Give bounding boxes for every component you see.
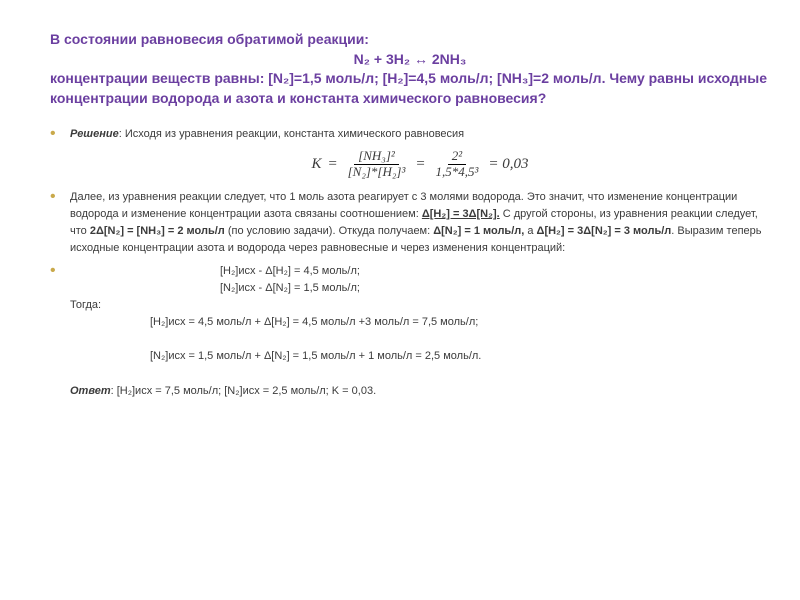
answer-label: Ответ	[70, 385, 111, 397]
title-line2: концентрации веществ равны: [N₂]=1,5 мол…	[50, 70, 767, 106]
problem-title: В состоянии равновесия обратимой реакции…	[50, 30, 770, 108]
calc-line-3: [H₂]исх = 4,5 моль/л + Δ[H₂] = 4,5 моль/…	[70, 314, 770, 331]
frac1-den: [N₂]*[H₂]³	[344, 165, 410, 179]
solution-label: Решение	[70, 128, 119, 140]
equals-sign: =	[415, 153, 425, 176]
calculation-block: [H₂]исх - Δ[H₂] = 4,5 моль/л; [N₂]исх - …	[50, 263, 770, 399]
equilibrium-formula: K = [NH₃]² [N₂]*[H₂]³ = 2² 1,5*4,5³ = 0,…	[70, 149, 770, 179]
frac1-num: [NH₃]²	[354, 149, 399, 164]
title-line1: В состоянии равновесия обратимой реакции…	[50, 31, 369, 47]
frac2-num: 2²	[448, 149, 466, 164]
content-list: Решение: Исходя из уравнения реакции, ко…	[50, 126, 770, 399]
calc-line-2: [N₂]исх - Δ[N₂] = 1,5 моль/л;	[70, 280, 770, 297]
then-label: Тогда:	[70, 299, 101, 311]
calc-line-1: [H₂]исх - Δ[H₂] = 4,5 моль/л;	[70, 263, 770, 280]
answer-text: : [H₂]исх = 7,5 моль/л; [N₂]исх = 2,5 мо…	[111, 385, 377, 397]
title-equation: N₂ + 3H₂ ↔ 2NH₃	[50, 50, 770, 70]
solution-text: : Исходя из уравнения реакции, константа…	[119, 128, 464, 140]
formula-result: = 0,03	[488, 153, 528, 176]
answer-line: Ответ: [H₂]исх = 7,5 моль/л; [N₂]исх = 2…	[70, 383, 770, 400]
solution-intro: Решение: Исходя из уравнения реакции, ко…	[50, 126, 770, 179]
frac2-den: 1,5*4,5³	[431, 165, 482, 179]
equals-sign: =	[328, 153, 338, 176]
derivation-paragraph: Далее, из уравнения реакции следует, что…	[50, 189, 770, 257]
fraction-2: 2² 1,5*4,5³	[431, 149, 482, 179]
calc-line-4: [N₂]исх = 1,5 моль/л + Δ[N₂] = 1,5 моль/…	[70, 348, 770, 365]
fraction-1: [NH₃]² [N₂]*[H₂]³	[344, 149, 410, 179]
formula-K: K	[311, 153, 321, 176]
